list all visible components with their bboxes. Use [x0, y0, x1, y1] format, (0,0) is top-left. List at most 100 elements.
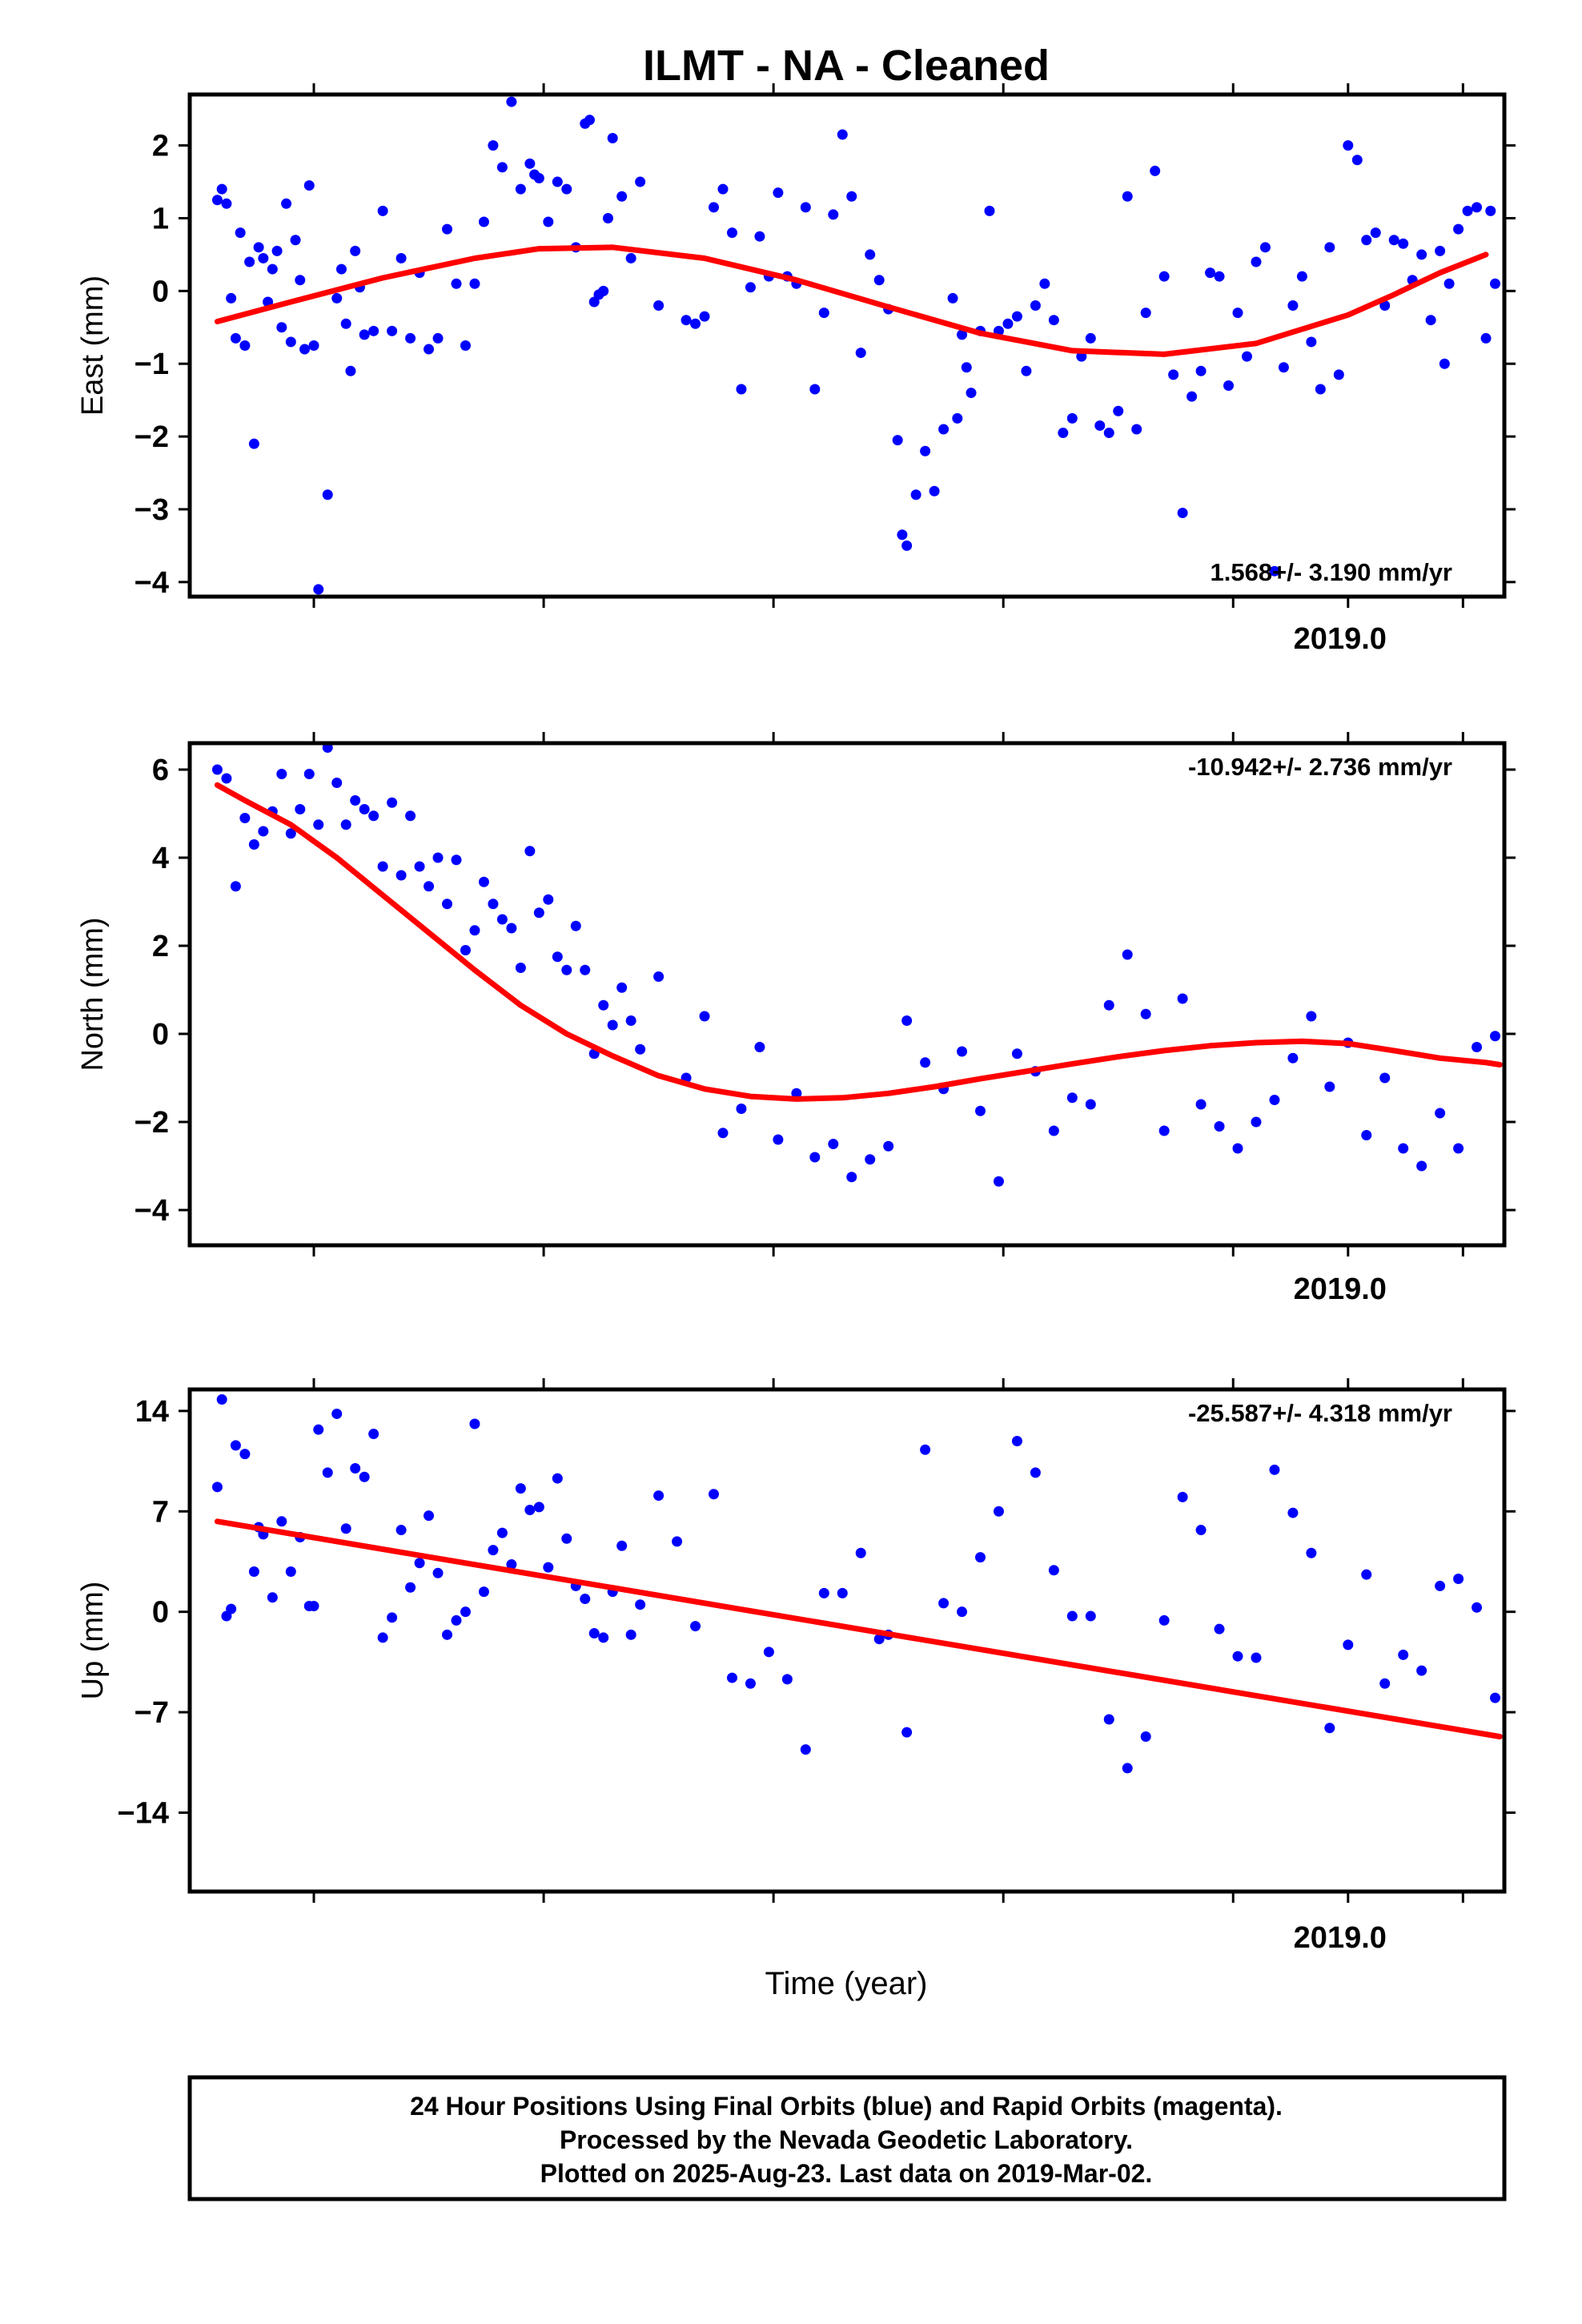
north-point [340, 819, 351, 830]
north-point [303, 769, 315, 779]
north-point [1269, 1095, 1280, 1105]
east-point [432, 332, 444, 344]
up-point [690, 1621, 701, 1632]
east-point [211, 195, 223, 206]
east-point [1085, 332, 1096, 344]
east-point [1103, 428, 1114, 439]
north-point [424, 881, 435, 892]
east-point [1066, 412, 1078, 424]
east-point [271, 245, 283, 256]
east-point [1480, 332, 1492, 344]
up-point [1324, 1723, 1335, 1734]
east-point [929, 485, 940, 497]
up-point [1269, 1464, 1280, 1475]
up-point [1030, 1467, 1041, 1478]
north-point [506, 923, 517, 934]
east-point [1435, 245, 1446, 256]
east-point [846, 191, 857, 202]
north-point [543, 894, 554, 905]
east-point [1453, 223, 1464, 235]
north-point [515, 963, 526, 973]
east-point [1214, 271, 1225, 282]
east-point [290, 235, 301, 246]
east-point [1462, 205, 1473, 216]
chart-title: ILMT - NA - Cleaned [643, 42, 1050, 90]
north-point [414, 861, 425, 872]
east-point [368, 325, 379, 336]
east-point [901, 540, 913, 551]
north-point [754, 1042, 765, 1052]
north-point [736, 1104, 747, 1114]
north-point [1398, 1143, 1409, 1154]
east-point [239, 340, 251, 351]
footer-line-2: Processed by the Nevada Geodetic Laborat… [560, 2125, 1133, 2154]
east-point [350, 245, 361, 256]
up-point [313, 1424, 324, 1435]
up-point [1379, 1678, 1391, 1689]
up-point [488, 1545, 499, 1556]
north-point [1287, 1052, 1299, 1063]
up-point [248, 1566, 259, 1578]
up-point [1066, 1610, 1078, 1622]
up-point [322, 1467, 333, 1478]
up-point [377, 1632, 388, 1643]
up-point [873, 1634, 885, 1645]
east-point [1351, 155, 1363, 166]
east-point [396, 252, 407, 263]
east-point [1343, 140, 1354, 151]
east-point [387, 325, 398, 336]
up-point [1251, 1652, 1262, 1663]
north-point [809, 1152, 821, 1163]
north-point [524, 846, 536, 857]
north-panel: 2019.0 −4 −2 0 2 4 6 North (mm) -10.942+/- 2.736… [76, 732, 1516, 1306]
up-point [359, 1471, 370, 1482]
up-y-tick-label: 7 [152, 1495, 169, 1529]
east-point [299, 344, 311, 355]
up-point [478, 1586, 489, 1598]
up-point [837, 1587, 848, 1598]
up-point [1158, 1614, 1170, 1626]
up-point [993, 1506, 1004, 1517]
east-point [584, 115, 595, 126]
up-point [957, 1606, 968, 1618]
up-point [387, 1612, 398, 1623]
footer-line-1: 24 Hour Positions Using Final Orbits (bl… [410, 2092, 1283, 2121]
east-point [1296, 271, 1307, 282]
up-point [580, 1594, 591, 1605]
east-y-tick-label: 2 [152, 130, 169, 163]
east-point [1485, 205, 1496, 216]
up-rate-label: -25.587+/- 4.318 mm/yr [1188, 1399, 1452, 1427]
east-point [1168, 369, 1179, 380]
east-point [773, 187, 784, 199]
up-point [1361, 1569, 1372, 1580]
up-point [653, 1490, 665, 1502]
up-point [635, 1599, 646, 1610]
north-point [1158, 1125, 1170, 1136]
up-point [625, 1629, 636, 1640]
north-y-tick-label: 6 [152, 754, 169, 787]
up-panel: 2019.0 −14 −7 0 7 14 Up (mm) -25.587+/- 4.318 m… [76, 1378, 1516, 1955]
north-point [285, 828, 296, 839]
north-point [1324, 1081, 1335, 1092]
east-point [313, 584, 324, 595]
east-point [1472, 202, 1483, 213]
east-rate-label: 1.568+/- 3.190 mm/yr [1211, 558, 1452, 586]
north-point [1361, 1130, 1372, 1140]
up-point [350, 1463, 361, 1474]
east-point [635, 176, 646, 187]
east-y-tick-label: −1 [135, 348, 169, 381]
east-frame [187, 92, 1507, 599]
north-point [1416, 1160, 1427, 1172]
north-point [1195, 1099, 1207, 1110]
east-point [726, 227, 737, 239]
east-point [248, 438, 259, 449]
east-fit-line [214, 244, 1489, 357]
up-point [414, 1558, 425, 1569]
up-point [781, 1674, 793, 1685]
east-point [285, 336, 296, 348]
north-point [1306, 1011, 1317, 1022]
up-point [524, 1504, 536, 1515]
north-y-tick-label: 2 [152, 930, 169, 963]
north-point [901, 1015, 913, 1026]
north-point [313, 819, 324, 830]
